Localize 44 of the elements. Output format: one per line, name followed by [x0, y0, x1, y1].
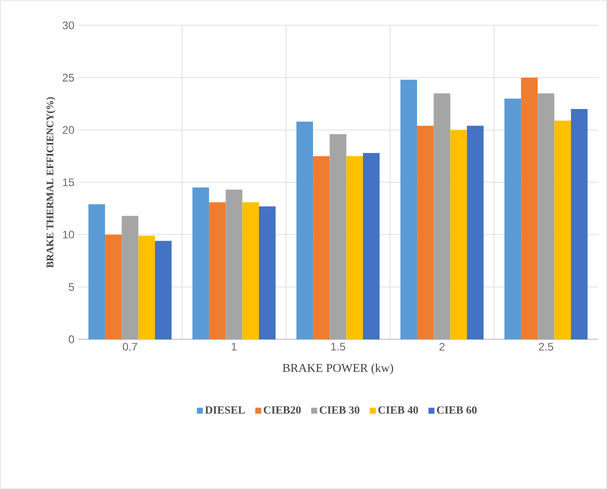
- legend-label: CIEB 30: [320, 406, 360, 414]
- bar: [466, 126, 484, 340]
- legend-label: DIESEL: [205, 406, 245, 414]
- bar: [538, 93, 554, 340]
- bar: [154, 240, 172, 340]
- bar: [242, 202, 259, 340]
- x-tick-label: 1.5: [331, 342, 346, 351]
- x-tick-label: 1: [232, 342, 237, 350]
- bar: [226, 190, 242, 340]
- bar: [504, 98, 522, 340]
- y-tick-label: 25: [62, 74, 74, 82]
- y-tick-label: 0: [68, 335, 74, 344]
- bar: [88, 204, 106, 340]
- y-tick-label: 10: [63, 230, 74, 239]
- bar: [296, 122, 314, 340]
- bar: [570, 109, 588, 340]
- legend-label: CIEB20: [264, 406, 301, 414]
- bar: [434, 93, 450, 340]
- bar: [346, 156, 363, 340]
- x-axis-title: BRAKE POWER (kw): [282, 364, 394, 374]
- x-tick-label: 2.5: [538, 342, 554, 351]
- x-tick-label: 0.7: [122, 342, 138, 351]
- y-tick-label: 20: [62, 126, 74, 134]
- bar: [122, 216, 138, 340]
- bar: [450, 130, 467, 340]
- bar: [417, 126, 434, 340]
- bar: [258, 206, 276, 340]
- bar: [105, 234, 122, 340]
- y-axis-title: BRAKE THERMAL EFFICIENCY(%): [46, 97, 56, 268]
- y-tick-label: 5: [68, 283, 74, 291]
- bar: [400, 80, 418, 340]
- bar: [521, 78, 538, 340]
- legend-label: CIEB 60: [436, 406, 477, 414]
- bar: [138, 236, 155, 340]
- bar: [362, 153, 380, 340]
- bar: [313, 156, 330, 340]
- bar: [554, 120, 571, 340]
- bar: [192, 188, 210, 340]
- y-tick-label: 15: [63, 178, 74, 186]
- x-tick-label: 2: [439, 342, 445, 351]
- bar: [209, 202, 226, 340]
- y-tick-label: 30: [62, 21, 74, 30]
- bar: [330, 134, 346, 340]
- legend-label: CIEB 40: [378, 406, 418, 414]
